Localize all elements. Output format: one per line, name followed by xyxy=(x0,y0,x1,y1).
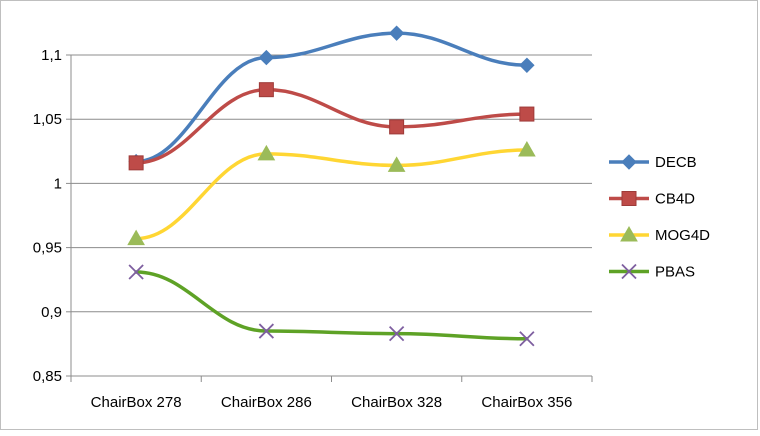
legend-item-mog4d: MOG4D xyxy=(609,225,710,244)
y-tick-label: 1,1 xyxy=(41,47,62,64)
y-tick-label: 0,95 xyxy=(33,240,62,257)
x-tick-label: ChairBox 328 xyxy=(351,394,442,411)
series-line xyxy=(134,148,529,241)
series-line xyxy=(134,87,529,165)
data-point xyxy=(128,264,144,280)
legend-swatch-marker xyxy=(620,225,638,242)
legend-label: MOG4D xyxy=(655,227,710,244)
legend-swatch-marker xyxy=(621,154,637,170)
series-cb4d xyxy=(128,82,535,171)
data-point xyxy=(388,25,405,41)
legend-swatch-marker xyxy=(621,191,637,206)
y-tick-label: 1 xyxy=(54,175,62,192)
legend-label: CB4D xyxy=(655,191,695,208)
series-mog4d xyxy=(127,141,536,246)
y-tick-label: 0,85 xyxy=(33,368,62,385)
series-decb xyxy=(128,25,535,170)
legend-item-pbas: PBAS xyxy=(609,264,695,281)
y-tick-label: 1,05 xyxy=(33,111,62,128)
legend-swatch-marker xyxy=(621,263,637,280)
data-point xyxy=(258,323,275,339)
x-tick-label: ChairBox 286 xyxy=(221,394,312,411)
axes: 0,85 0,9 0,95 1 1,05 1,1 ChairBox 278 ChairBox … xyxy=(33,47,593,411)
legend-label: PBAS xyxy=(655,264,695,281)
legend-label: DECB xyxy=(655,154,697,171)
series-pbas xyxy=(128,264,535,347)
x-tick-label: ChairBox 356 xyxy=(481,394,572,411)
data-point xyxy=(389,119,405,135)
legend-item-cb4d: CB4D xyxy=(609,191,695,208)
data-point xyxy=(387,156,406,172)
data-point xyxy=(519,106,535,122)
data-point xyxy=(519,331,535,347)
data-point xyxy=(258,82,274,98)
data-point xyxy=(519,57,535,73)
x-tick-label: ChairBox 278 xyxy=(91,394,182,411)
legend: DECB CB4D MOG4D PBAS xyxy=(609,154,710,281)
data-point xyxy=(258,49,275,66)
data-point xyxy=(128,155,144,171)
data-point xyxy=(388,325,405,342)
gridlines xyxy=(71,54,592,313)
y-tick-label: 0,9 xyxy=(41,304,62,321)
legend-item-decb: DECB xyxy=(609,154,697,171)
series xyxy=(127,25,536,347)
data-point xyxy=(257,144,276,161)
series-line xyxy=(134,31,529,164)
data-point xyxy=(518,141,536,157)
series-line xyxy=(134,270,529,341)
data-point xyxy=(127,229,145,246)
